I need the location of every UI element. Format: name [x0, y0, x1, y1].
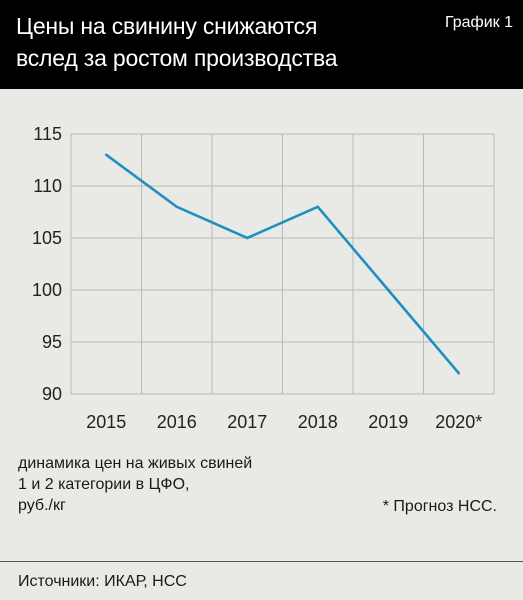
data-point: [316, 205, 320, 209]
x-tick-label: 2020*: [435, 412, 482, 432]
y-tick-label: 90: [42, 384, 62, 404]
y-tick-label: 110: [33, 176, 62, 196]
data-point: [245, 236, 249, 240]
sources-text: Источники: ИКАР, НСС: [18, 573, 187, 590]
y-tick-label: 115: [33, 124, 62, 144]
data-point: [175, 205, 179, 209]
chart-title-line-1: Цены на свинину снижаются: [16, 13, 318, 39]
chart-number-badge: График 1: [444, 14, 513, 31]
forecast-footnote: * Прогноз НСС.: [382, 498, 497, 515]
caption-line-2: 1 и 2 категории в ЦФО,: [18, 476, 190, 493]
line-chart: 90 95 100 105 110 115 2015 2016 2017 2018 2019 2020…: [32, 124, 495, 432]
y-tick-label: 95: [42, 332, 62, 352]
y-tick-label: 105: [32, 228, 62, 248]
caption-line-1: динамика цен на живых свиней: [18, 455, 253, 472]
series-line: [105, 153, 460, 375]
data-point: [104, 153, 108, 157]
x-tick-label: 2016: [157, 412, 197, 432]
chart-caption: динамика цен на живых свиней 1 и 2 катег…: [18, 453, 252, 516]
chart-header: Цены на свинину снижаются вслед за росто…: [0, 0, 523, 89]
x-tick-label: 2017: [227, 412, 267, 432]
chart-title: Цены на свинину снижаются вслед за росто…: [16, 10, 338, 74]
data-point: [386, 288, 390, 292]
x-tick-label: 2018: [298, 412, 338, 432]
x-tick-label: 2015: [86, 412, 126, 432]
x-tick-label: 2019: [368, 412, 408, 432]
data-point: [457, 371, 461, 375]
y-tick-label: 100: [32, 280, 62, 300]
chart-title-line-2: вслед за ростом производства: [16, 45, 338, 71]
sources-divider: [0, 561, 523, 562]
caption-line-3: руб./кг: [18, 497, 66, 514]
